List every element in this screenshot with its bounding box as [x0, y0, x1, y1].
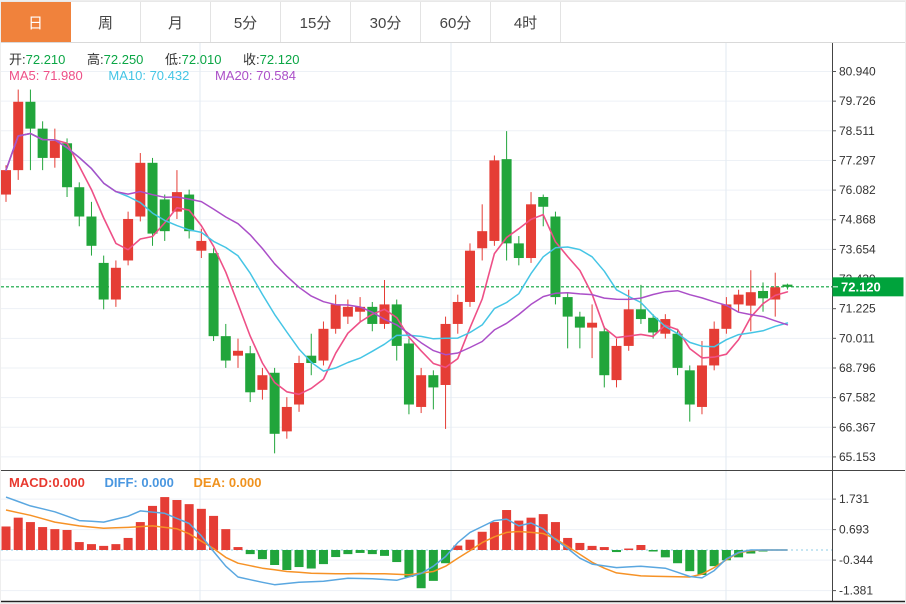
- low-label: 低:: [165, 52, 182, 67]
- ma20-line: [5, 132, 789, 356]
- price-axis-tick-label: 76.082: [839, 183, 876, 197]
- high-label: 高:: [87, 52, 104, 67]
- price-axis-tick-label: 77.297: [839, 153, 876, 167]
- gridlines: [1, 43, 832, 600]
- price-axis-tick-label: 80.940: [839, 65, 876, 79]
- current-price-badge: 72.120: [832, 277, 904, 297]
- ma5-readout: MA5: 71.980: [9, 68, 83, 83]
- timeframe-tabbar: 日 周 月 5分 15分 30分 60分 4时: [1, 1, 905, 43]
- tab-5min[interactable]: 5分: [211, 2, 281, 42]
- price-axis-tick-label: 67.582: [839, 391, 876, 405]
- tab-4hour[interactable]: 4时: [491, 2, 561, 42]
- close-value: 72.120: [259, 52, 300, 67]
- tab-month[interactable]: 月: [141, 2, 211, 42]
- open-value: 72.210: [25, 52, 66, 67]
- axis-frame: [1, 43, 905, 603]
- macd-axis-tick-label: -1.381: [839, 584, 873, 598]
- close-label: 收:: [243, 52, 260, 67]
- macd-axis-tick-label: 0.693: [839, 523, 869, 537]
- ma10-readout: MA10: 70.432: [108, 68, 190, 83]
- low-value: 72.010: [181, 52, 222, 67]
- open-label: 开:: [9, 52, 26, 67]
- candlestick-layer: [1, 89, 793, 454]
- price-axis-tick-label: 71.225: [839, 302, 876, 316]
- tab-day[interactable]: 日: [1, 2, 71, 42]
- ma20-readout: MA20: 70.584: [214, 68, 296, 83]
- dea-line: [5, 509, 788, 578]
- tab-60min[interactable]: 60分: [421, 2, 491, 42]
- price-axis-tick-label: 73.654: [839, 242, 876, 256]
- price-axis-tick-label: 79.726: [839, 94, 876, 108]
- macd-layer: [1, 496, 788, 589]
- ohlc-readout: 开:72.210 高:72.250 低:72.010 收:72.120: [9, 49, 317, 68]
- ma10-line: [5, 132, 789, 372]
- high-value: 72.250: [103, 52, 144, 67]
- tab-15min[interactable]: 15分: [281, 2, 351, 42]
- ma-lines-layer: [5, 132, 789, 396]
- macd-axis-tick-label: 1.731: [839, 492, 869, 506]
- ma5-line: [5, 132, 789, 396]
- price-axis-tick-label: 74.868: [839, 213, 876, 227]
- price-axis-tick-label: 70.011: [839, 331, 875, 345]
- macd-readout: MACD:0.000 DIFF: 0.000 DEA: 0.000: [9, 475, 277, 490]
- diff-line: [5, 496, 788, 586]
- macd-value-readout: MACD:0.000: [9, 475, 85, 490]
- ma-readout: MA5: 71.980 MA10: 70.432 MA20: 70.584: [9, 68, 318, 83]
- dea-value-readout: DEA: 0.000: [193, 475, 262, 490]
- current-price-badge-value: 72.120: [841, 279, 881, 294]
- price-axis-tick-label: 65.153: [839, 450, 876, 464]
- price-axis-labels: 80.940 79.726 78.511 77.297 76.082 74.868 73.6…: [832, 65, 876, 598]
- price-axis-tick-label: 68.796: [839, 361, 876, 375]
- price-axis-tick-label: 66.367: [839, 420, 876, 434]
- macd-axis-tick-label: -0.344: [839, 553, 873, 567]
- tab-week[interactable]: 周: [71, 2, 141, 42]
- diff-value-readout: DIFF: 0.000: [104, 475, 174, 490]
- price-axis-tick-label: 78.511: [839, 124, 875, 138]
- tab-30min[interactable]: 30分: [351, 2, 421, 42]
